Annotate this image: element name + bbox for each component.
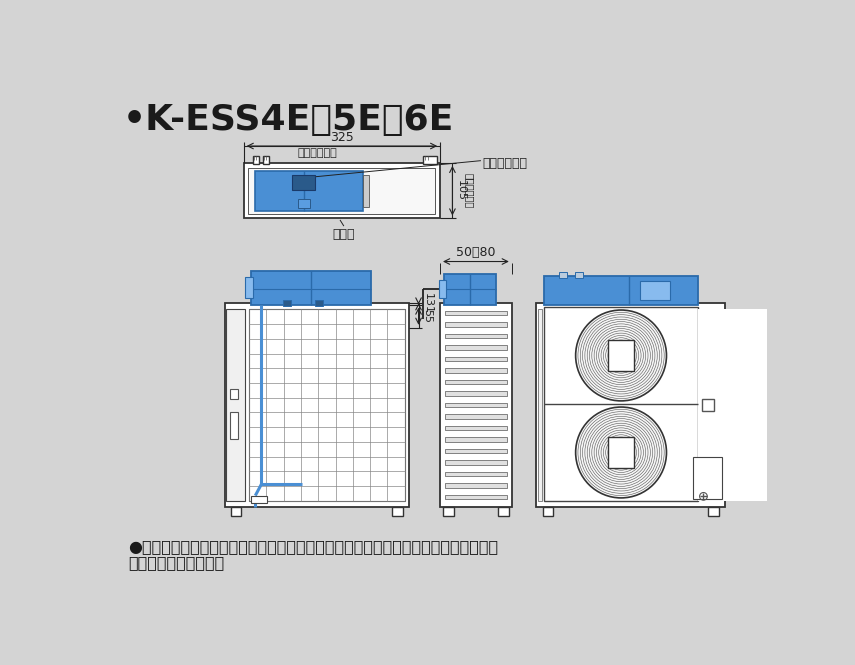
Bar	[445, 483, 507, 488]
Bar	[445, 449, 507, 454]
Bar	[443, 507, 454, 515]
Bar	[445, 495, 507, 499]
Circle shape	[575, 310, 667, 401]
Bar	[315, 300, 322, 306]
Bar	[249, 168, 435, 213]
Bar	[298, 199, 310, 208]
Text: （取付寸法）: （取付寸法）	[297, 148, 337, 158]
Bar	[445, 414, 507, 419]
Bar	[256, 171, 363, 211]
Bar	[249, 309, 404, 501]
Bar	[559, 272, 567, 278]
Bar	[445, 368, 507, 373]
Text: 325: 325	[330, 131, 353, 144]
Text: 131: 131	[422, 293, 433, 315]
Text: ●ノズルは、噴霧水が凝縮器に略均一にかかり、室外機機外に飛びちらない位置に、: ●ノズルは、噴霧水が凝縮器に略均一にかかり、室外機機外に飛びちらない位置に、	[128, 539, 498, 554]
Bar	[445, 391, 507, 396]
Bar	[439, 280, 445, 299]
Bar	[440, 303, 512, 507]
Bar	[230, 412, 238, 440]
Bar	[292, 174, 315, 190]
Bar	[363, 174, 369, 207]
Bar	[698, 309, 855, 501]
Bar	[245, 277, 253, 299]
Bar	[445, 426, 507, 430]
Bar	[708, 507, 719, 515]
Text: 55: 55	[422, 309, 433, 323]
Bar	[244, 163, 440, 218]
Bar	[445, 403, 507, 408]
Bar	[263, 156, 269, 164]
Bar	[445, 472, 507, 476]
Bar	[444, 274, 496, 305]
Text: 給水口: 給水口	[333, 227, 355, 241]
Bar	[640, 281, 670, 300]
Bar	[498, 507, 509, 515]
Circle shape	[575, 407, 667, 498]
Bar	[253, 156, 259, 164]
Text: 105: 105	[457, 180, 466, 201]
Bar	[231, 507, 241, 515]
Bar	[609, 437, 634, 468]
Bar	[702, 398, 714, 411]
Bar	[392, 507, 404, 515]
Bar	[445, 323, 507, 327]
Bar	[544, 307, 698, 501]
Bar	[225, 303, 410, 507]
Bar	[536, 303, 725, 507]
Bar	[230, 389, 238, 398]
Text: 制御部組立品: 制御部組立品	[482, 157, 528, 170]
Bar	[445, 357, 507, 362]
Text: 50～80: 50～80	[456, 246, 495, 259]
Bar	[575, 272, 582, 278]
Bar	[693, 457, 722, 499]
Bar	[251, 495, 267, 503]
Text: 取付けてください。: 取付けてください。	[128, 555, 225, 570]
Bar	[445, 345, 507, 350]
Bar	[423, 156, 437, 164]
Bar	[283, 300, 291, 306]
Bar	[251, 271, 371, 305]
Bar	[544, 276, 698, 305]
Bar	[609, 340, 634, 371]
Bar	[445, 438, 507, 442]
Bar	[445, 380, 507, 384]
Text: （取付寸法）: （取付寸法）	[465, 173, 475, 208]
Bar	[538, 309, 542, 501]
Bar	[543, 507, 553, 515]
Bar	[445, 334, 507, 338]
Text: •K-ESS4E・5E・6E: •K-ESS4E・5E・6E	[123, 103, 454, 137]
Bar	[445, 311, 507, 315]
Bar	[445, 460, 507, 465]
Bar	[226, 309, 245, 501]
